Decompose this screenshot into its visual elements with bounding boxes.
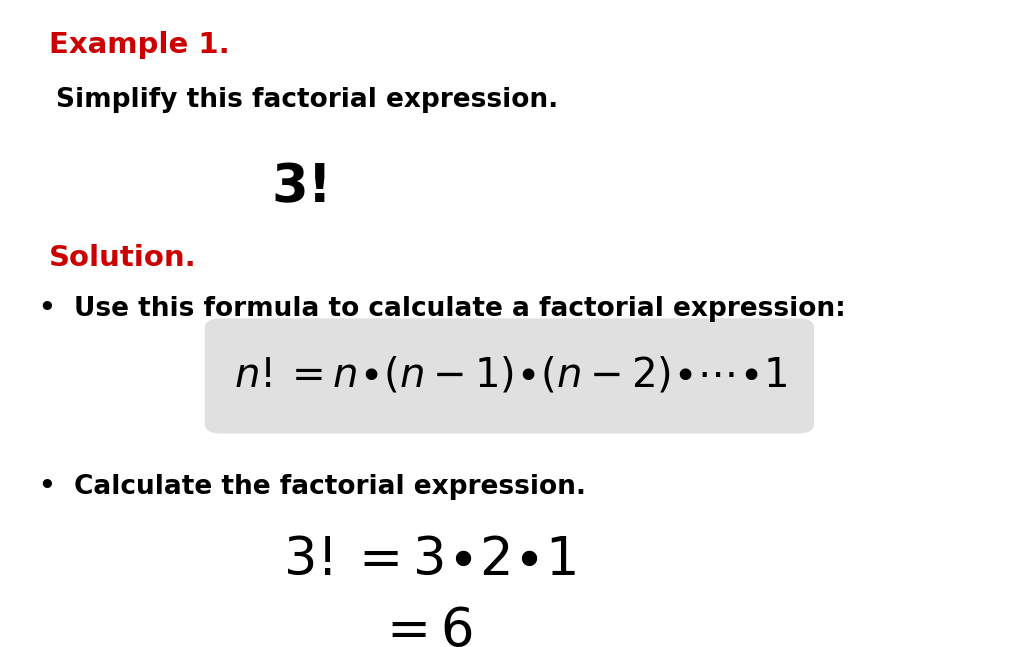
Text: •  Use this formula to calculate a factorial expression:: • Use this formula to calculate a factor… bbox=[39, 296, 846, 322]
Text: $n! = n{\bullet}(n-1){\bullet}(n-2){\bullet}{\cdots}{\bullet}1$: $n! = n{\bullet}(n-1){\bullet}(n-2){\bul… bbox=[234, 356, 787, 396]
Text: $3! = 3{\bullet}2{\bullet}1$: $3! = 3{\bullet}2{\bullet}1$ bbox=[284, 534, 577, 586]
Text: Solution.: Solution. bbox=[49, 244, 197, 272]
Text: Simplify this factorial expression.: Simplify this factorial expression. bbox=[56, 87, 558, 113]
Text: Example 1.: Example 1. bbox=[49, 31, 230, 59]
Text: •  Calculate the factorial expression.: • Calculate the factorial expression. bbox=[39, 474, 586, 499]
Text: 3!: 3! bbox=[271, 162, 332, 214]
Text: $= 6$: $= 6$ bbox=[377, 605, 473, 647]
FancyBboxPatch shape bbox=[205, 318, 814, 433]
